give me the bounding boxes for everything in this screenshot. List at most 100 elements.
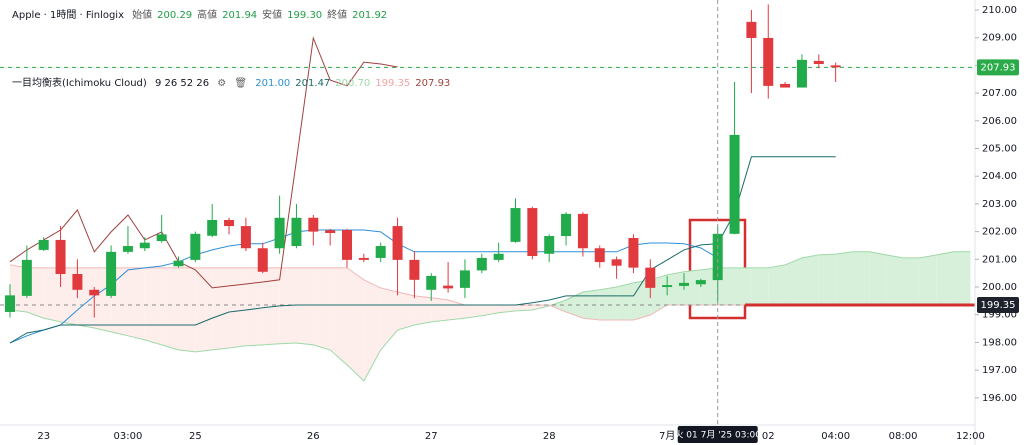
ohlc-label: 安値 (262, 10, 283, 21)
settings-icon[interactable]: ⚙ (217, 78, 227, 89)
candle-body (409, 259, 420, 280)
ohlc-value: 201.92 (352, 10, 388, 21)
cloud-fill (431, 297, 449, 322)
candle-body (813, 60, 824, 64)
candle-body (577, 213, 588, 249)
y-tick-label: 210.00 (982, 5, 1017, 16)
x-tick-label: 7月 (659, 430, 675, 442)
cloud-fill (953, 251, 971, 306)
y-tick-label: 201.00 (982, 254, 1017, 265)
cloud-fill (397, 292, 415, 330)
cloud-fill (886, 254, 904, 306)
y-tick-label: 203.00 (982, 199, 1017, 210)
y-tick-label: 197.00 (982, 365, 1017, 376)
x-tick-label: 12:00 (956, 431, 985, 442)
indicator-value: 200.70 (335, 78, 371, 89)
indicator-value: 207.93 (415, 78, 451, 89)
x-tick-label: 27 (425, 431, 438, 442)
cloud-fill (818, 254, 836, 306)
cloud-fill (667, 271, 684, 306)
cloud-fill (144, 267, 162, 345)
cloud-fill (582, 289, 600, 320)
cloud-fill (684, 269, 701, 306)
candle-body (493, 253, 504, 260)
cloud-fill (313, 267, 331, 350)
candle-body (190, 233, 201, 260)
y-tick-label: 202.00 (982, 227, 1017, 238)
cloud-fill (549, 300, 567, 312)
candle-body (796, 59, 807, 88)
candle-body (358, 257, 369, 260)
cloud-fill (347, 267, 364, 381)
cloud-fill (414, 295, 432, 325)
chart-title: Apple · 1時間 · Finlogix (12, 10, 124, 21)
cloud-fill (801, 254, 819, 306)
cloud-fill (212, 267, 230, 350)
y-tick-label: 209.00 (982, 33, 1017, 44)
x-tick-label: 28 (543, 431, 556, 442)
cloud-fill (785, 257, 802, 306)
y-tick-label: 199.00 (982, 310, 1017, 321)
candle-body (695, 280, 706, 285)
y-tick-label: 196.00 (982, 393, 1017, 404)
candle-body (527, 208, 538, 256)
candle-body (662, 285, 673, 288)
candle-body (510, 208, 521, 242)
candle-body (544, 236, 555, 254)
cloud-fill (43, 267, 61, 322)
candle-body (780, 83, 791, 88)
candle-body (38, 239, 49, 250)
y-tick-label: 204.00 (982, 171, 1017, 182)
candle-body (628, 237, 639, 268)
cloud-fill (515, 305, 533, 311)
candle-body (173, 260, 184, 267)
candle-body (156, 234, 167, 242)
candle-body (106, 251, 117, 296)
candle-body (257, 248, 268, 272)
y-tick-label: 200.00 (982, 282, 1017, 293)
cloud-fill (751, 267, 769, 306)
x-tick-label: 25 (189, 431, 202, 442)
candle-body (5, 295, 15, 312)
candle-body (308, 217, 319, 232)
candle-body (645, 267, 656, 288)
y-tick-label: 206.00 (982, 116, 1017, 127)
candle-body (426, 275, 437, 290)
candle-body (594, 248, 605, 263)
indicator-legend: 一目均衡表(Ichimoku Cloud) 9 26 52 26 ⚙ 🗑 201… (12, 74, 455, 89)
candle-body (207, 219, 218, 236)
span-a-line (9, 251, 971, 382)
y-tick-label: 207.00 (982, 88, 1017, 99)
indicator-line (9, 156, 836, 344)
cloud-fill (448, 300, 465, 320)
indicator-value: 201.00 (255, 78, 291, 89)
candle-body (476, 257, 487, 271)
cloud-fill (127, 267, 145, 340)
delete-icon[interactable]: 🗑 (234, 78, 248, 89)
cloud-fill (768, 264, 786, 306)
cloud-fill (734, 267, 752, 306)
cloud-fill (919, 254, 937, 306)
ohlc-value: 199.30 (287, 10, 323, 21)
candle-body (122, 246, 133, 252)
candle-body (443, 285, 454, 289)
candle-body (746, 21, 757, 38)
candle-body (240, 226, 251, 249)
indicator-value: 201.47 (295, 78, 331, 89)
cloud-fill (869, 251, 887, 306)
candle-body (274, 217, 285, 249)
cloud-fill (245, 267, 263, 346)
indicator-name: 一目均衡表(Ichimoku Cloud) (12, 78, 147, 89)
candle-body (224, 219, 235, 227)
x-tick-label: 04:00 (821, 431, 850, 442)
indicator-params: 9 26 52 26 (154, 78, 210, 89)
indicator-line (9, 36, 398, 289)
candle-body (342, 229, 352, 260)
cloud-fill (835, 251, 853, 306)
cloud-fill (229, 267, 246, 348)
candle-body (830, 65, 841, 68)
candle-body (712, 233, 723, 281)
candle-body (139, 242, 150, 249)
